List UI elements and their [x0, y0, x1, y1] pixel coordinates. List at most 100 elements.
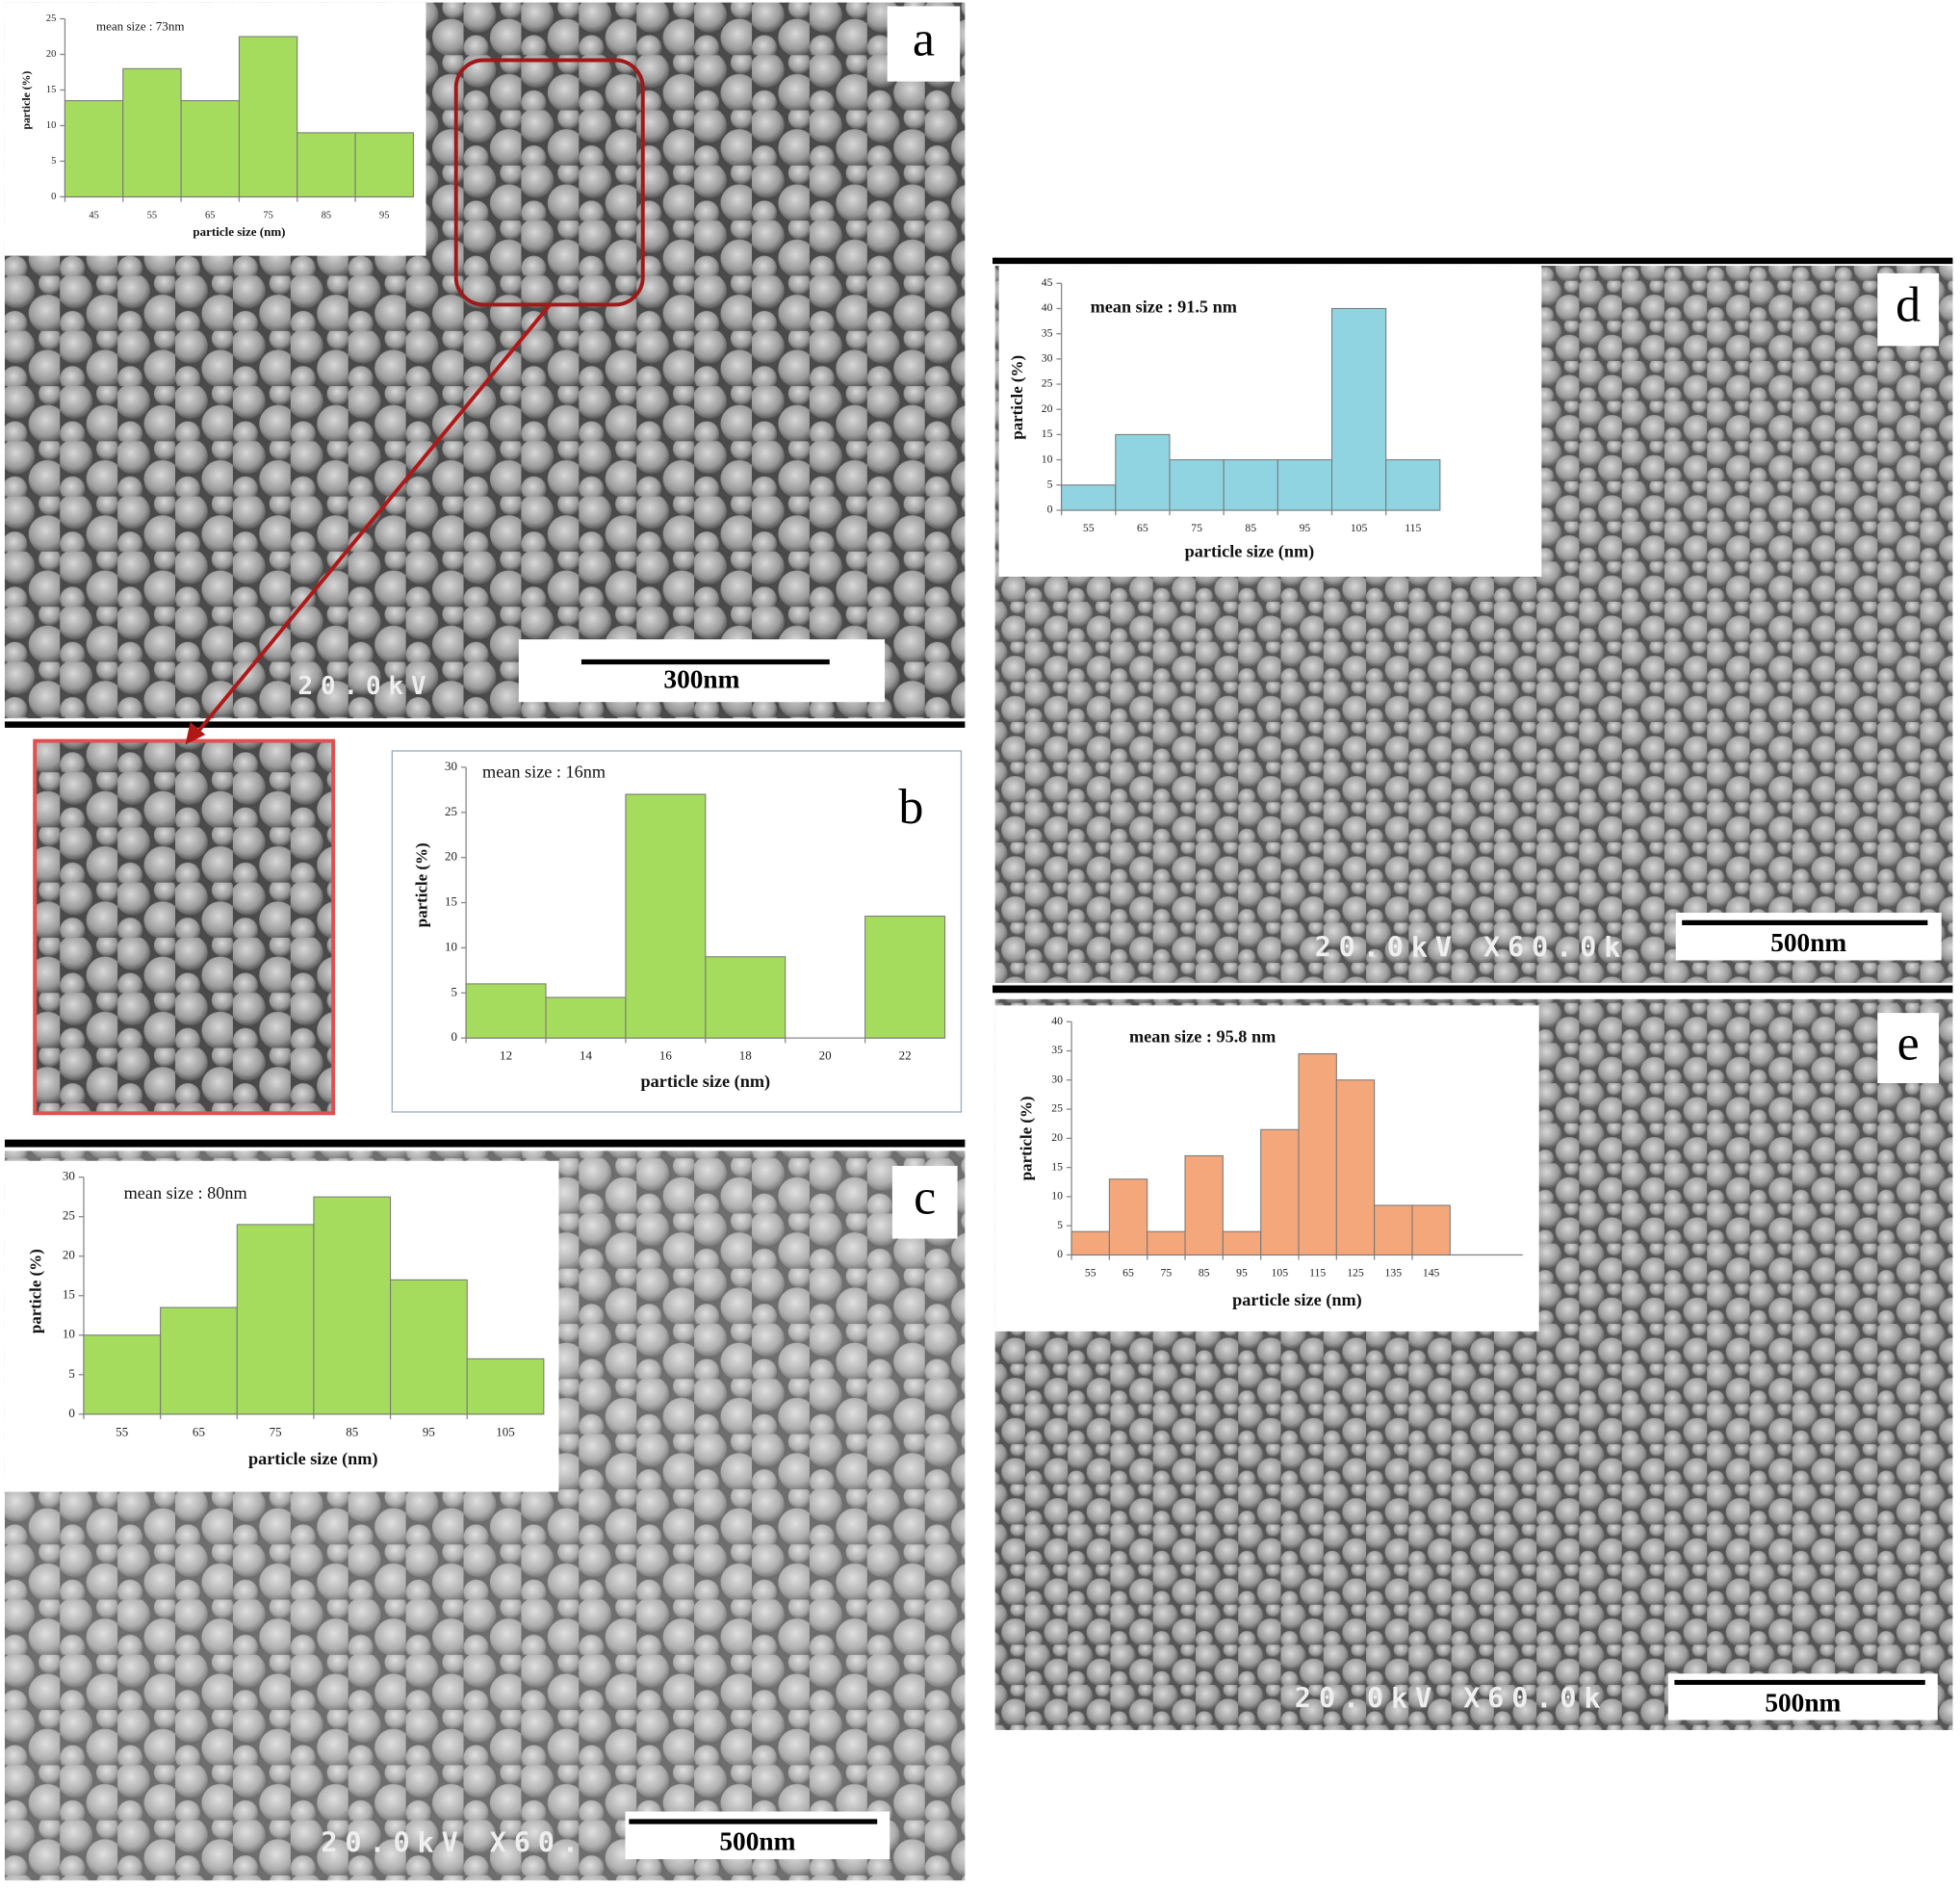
y-tick-label: 0 [1057, 1248, 1063, 1260]
x-tick-label: 22 [899, 1048, 912, 1063]
bar [1335, 1079, 1376, 1255]
bar [297, 132, 356, 197]
x-tick-label: 65 [1137, 522, 1148, 534]
scale-bar-label: 300nm [663, 665, 739, 694]
bar [1385, 459, 1441, 511]
x-tick-label: 55 [116, 1424, 128, 1438]
x-axis-label: particle size (nm) [641, 1072, 771, 1092]
y-tick-label: 45 [1042, 276, 1053, 289]
y-tick-label: 25 [1051, 1102, 1063, 1115]
y-tick-label: 35 [1051, 1044, 1063, 1056]
y-tick-label: 0 [451, 1029, 457, 1044]
bar [180, 100, 240, 197]
bar [354, 132, 414, 197]
y-tick-label: 40 [1042, 301, 1053, 314]
bar [864, 916, 946, 1039]
bar [1411, 1204, 1451, 1255]
y-tick-label: 15 [445, 894, 457, 909]
y-tick-label: 30 [1051, 1073, 1063, 1085]
annotation: mean size : 91.5 nm [1091, 297, 1237, 317]
x-tick-label: 75 [263, 210, 272, 220]
y-tick-label: 0 [1047, 504, 1053, 516]
y-tick-label: 20 [445, 849, 458, 864]
x-tick-label: 55 [147, 210, 157, 220]
y-tick-label: 15 [46, 85, 56, 95]
x-tick-label: 105 [496, 1424, 515, 1438]
bar [1260, 1128, 1300, 1255]
bar [1331, 307, 1387, 511]
bar [466, 1358, 545, 1415]
x-tick-label: 145 [1423, 1267, 1440, 1280]
x-tick-label: 16 [659, 1048, 673, 1063]
bar [83, 1334, 162, 1415]
label-box [1877, 1013, 1940, 1084]
bar [64, 100, 124, 197]
x-axis-label: particle size (nm) [248, 1449, 378, 1469]
bar [236, 1224, 315, 1415]
y-tick-label: 15 [1042, 427, 1053, 440]
x-tick-label: 95 [379, 210, 389, 220]
y-tick-label: 10 [63, 1327, 76, 1341]
x-tick-label: 75 [1191, 522, 1202, 534]
zoom-arrow [194, 303, 552, 735]
x-axis-label: particle size (nm) [1232, 1290, 1362, 1310]
y-tick-label: 30 [63, 1169, 76, 1183]
x-tick-label: 95 [1236, 1267, 1248, 1280]
y-tick-label: 10 [1042, 453, 1053, 465]
label-box [887, 6, 961, 82]
y-tick-label: 10 [445, 939, 458, 953]
annotation: mean size : 95.8 nm [1129, 1026, 1276, 1046]
y-tick-label: 35 [1042, 326, 1053, 339]
bar [1223, 459, 1278, 511]
x-tick-label: 18 [739, 1048, 753, 1063]
x-tick-label: 45 [89, 210, 98, 220]
bar [625, 793, 707, 1039]
y-tick-label: 20 [63, 1248, 76, 1262]
bar [1277, 459, 1333, 511]
bar [705, 956, 787, 1039]
x-tick-label: 105 [1272, 1267, 1289, 1280]
y-tick-label: 5 [1047, 478, 1053, 490]
annotation: mean size : 80nm [124, 1183, 247, 1203]
y-tick-label: 5 [51, 156, 56, 167]
bar [1108, 1178, 1148, 1255]
panel-label: a [913, 13, 935, 67]
bar [1115, 433, 1171, 511]
microscope-info: 20.0kV X60.0k [1295, 1682, 1609, 1715]
bar [1222, 1230, 1262, 1255]
y-axis-label: particle (%) [27, 1249, 45, 1333]
x-axis-label: particle size (nm) [193, 224, 285, 239]
x-tick-label: 85 [1199, 1267, 1210, 1280]
y-tick-label: 25 [1042, 377, 1053, 390]
microscope-info: 20.0kV X60. [321, 1825, 586, 1858]
x-tick-label: 85 [1245, 522, 1256, 534]
panel-label: d [1896, 278, 1921, 333]
y-tick-label: 30 [1042, 352, 1053, 365]
panel-label: c [914, 1171, 936, 1226]
x-tick-label: 75 [1161, 1267, 1173, 1280]
microscope-info: 20.0kV [297, 672, 433, 701]
x-tick-label: 12 [500, 1048, 512, 1063]
bar [160, 1306, 238, 1415]
x-tick-label: 14 [580, 1048, 593, 1063]
y-tick-label: 20 [1051, 1131, 1063, 1144]
y-tick-label: 25 [63, 1208, 75, 1223]
microscope-info: 20.0kV X60.0k [1315, 931, 1629, 964]
x-tick-label: 95 [423, 1424, 435, 1438]
x-tick-label: 20 [819, 1048, 833, 1063]
x-tick-label: 55 [1085, 1267, 1096, 1280]
y-tick-label: 25 [445, 804, 457, 818]
label-box [1877, 272, 1940, 347]
bar [1298, 1053, 1337, 1255]
bar [545, 996, 627, 1039]
bar [238, 36, 298, 197]
bar [1070, 1230, 1110, 1255]
y-tick-label: 30 [445, 759, 458, 773]
scale-bar-label: 500nm [1765, 1688, 1841, 1717]
y-axis-label: particle (%) [20, 71, 33, 130]
x-axis-label: particle size (nm) [1185, 541, 1315, 561]
x-tick-label: 135 [1385, 1267, 1403, 1280]
x-tick-label: 125 [1347, 1267, 1364, 1280]
panel-label: b [898, 780, 923, 835]
